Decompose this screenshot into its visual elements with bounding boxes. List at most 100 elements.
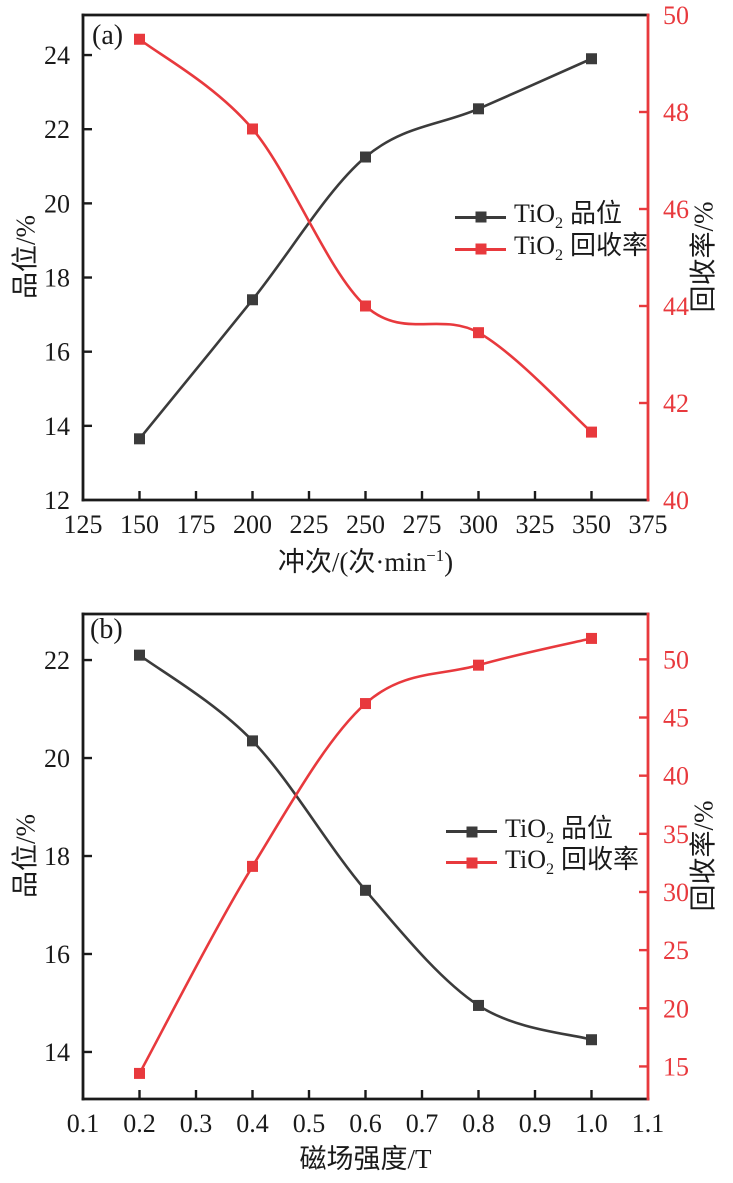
legend-formula-sub: 2 [545, 861, 555, 879]
right-tick-label: 25 [663, 936, 689, 965]
right-tick-label: 42 [663, 389, 689, 418]
data-point-grade [247, 294, 258, 306]
panel-label-b: (b) [90, 614, 123, 645]
data-point-grade [247, 735, 258, 747]
legend-label: TiO2 品位 [505, 813, 614, 848]
data-point-grade [360, 151, 371, 163]
legend-label: TiO2 回收率 [505, 844, 640, 879]
legend-series-name: 回收率 [570, 231, 649, 261]
legend-formula: TiO [514, 231, 555, 261]
right-tick-label: 15 [663, 1052, 689, 1081]
data-point-grade [134, 649, 145, 661]
square-marker-icon [466, 857, 477, 868]
legend-formula-sub: 2 [554, 215, 564, 233]
legend-label: TiO2 回收率 [514, 233, 648, 264]
legend-series-name: 品位 [561, 813, 614, 843]
legend-formula: TiO [505, 844, 546, 874]
legend-formula-sub: 2 [554, 247, 564, 265]
x-tick-label: 125 [64, 510, 103, 539]
data-point-recovery [360, 300, 371, 312]
x-tick-label: 0.3 [180, 1109, 213, 1138]
legend-line-sample [446, 857, 497, 868]
data-point-recovery [473, 659, 484, 671]
data-point-grade [586, 1034, 597, 1046]
left-tick-label: 14 [44, 1038, 70, 1067]
chart-b-legend-item-recovery: TiO2 回收率 [446, 844, 640, 879]
x-tick-label: 1.1 [632, 1109, 665, 1138]
right-tick-label: 50 [663, 645, 689, 674]
x-tick-label: 0.6 [349, 1109, 382, 1138]
x-tick-label: 0.9 [519, 1109, 552, 1138]
x-tick-label: 1.0 [575, 1109, 608, 1138]
data-point-grade [134, 433, 145, 445]
right-tick-label: 50 [663, 1, 689, 30]
x-tick-label: 300 [459, 510, 498, 539]
square-marker-icon [475, 243, 486, 255]
square-marker-icon [466, 826, 477, 837]
chart-b-legend: TiO2 品位 TiO2 回收率 [446, 813, 640, 879]
square-marker-icon [475, 211, 486, 223]
chart-a-right-axis-title: 回收率/% [688, 201, 719, 313]
data-point-recovery [247, 123, 258, 135]
legend-formula: TiO [514, 199, 555, 229]
data-point-recovery [360, 698, 371, 710]
left-tick-label: 24 [44, 41, 70, 70]
legend-formula: TiO [505, 813, 546, 843]
right-tick-label: 46 [663, 195, 689, 224]
x-tick-label: 175 [177, 510, 216, 539]
left-tick-label: 22 [44, 646, 70, 675]
right-tick-label: 44 [663, 292, 689, 321]
data-point-recovery [586, 426, 597, 438]
x-tick-label: 200 [233, 510, 272, 539]
left-tick-label: 18 [44, 842, 70, 871]
left-tick-label: 20 [44, 189, 70, 218]
left-tick-label: 12 [44, 486, 70, 515]
chart-a-x-axis-title: 冲次/(次·min−1) [83, 546, 648, 578]
data-point-grade [473, 103, 484, 115]
chart-a-plot: 125 150 175 200 225 250 275 300 325 350 3751214161… [44, 1, 689, 539]
legend-line-sample [446, 826, 497, 837]
x-tick-label: 275 [403, 510, 442, 539]
left-tick-label: 16 [44, 338, 70, 367]
chart-a-legend: TiO2 品位 TiO2 回收率 [455, 201, 648, 265]
chart-a-x-axis-title-close: ) [444, 547, 454, 577]
data-point-recovery [247, 860, 258, 872]
x-tick-label: 225 [290, 510, 329, 539]
right-tick-label: 40 [663, 486, 689, 515]
chart-a-left-axis-title: 品位/% [10, 215, 41, 299]
x-tick-label: 0.4 [236, 1109, 269, 1138]
x-tick-label: 150 [120, 510, 159, 539]
chart-b-x-axis-title-text: 磁场强度/T [299, 1144, 432, 1174]
x-tick-label: 0.7 [406, 1109, 439, 1138]
x-tick-label: 0.8 [462, 1109, 495, 1138]
chart-a-legend-item-grade: TiO2 品位 [455, 201, 648, 233]
legend-label: TiO2 品位 [514, 201, 622, 232]
x-tick-label: 250 [346, 510, 385, 539]
chart-a-x-axis-title-text: 冲次/(次·min [277, 547, 427, 577]
chart-b-legend-item-grade: TiO2 品位 [446, 813, 639, 848]
chart-b-plot: 0.1 0.2 0.3 0.4 0.5 0.6 0.7 0.8 0.9 1.0 1.1 14 16 18 2… [44, 612, 689, 1138]
left-tick-label: 14 [44, 412, 70, 441]
data-point-recovery [134, 1067, 145, 1079]
x-tick-label: 350 [572, 510, 611, 539]
data-point-recovery [586, 632, 597, 644]
data-point-grade [473, 999, 484, 1011]
legend-line-sample [455, 211, 506, 223]
series-line-grade [138, 57, 593, 440]
left-tick-label: 20 [44, 744, 70, 773]
x-tick-label: 0.5 [293, 1109, 326, 1138]
legend-series-name: 品位 [570, 199, 623, 229]
data-point-recovery [473, 327, 484, 339]
left-tick-label: 22 [44, 115, 70, 144]
x-tick-label: 375 [629, 510, 668, 539]
chart-a-x-axis-title-sup: −1 [426, 546, 445, 565]
chart-b-right-axis-title: 回收率/% [688, 800, 719, 912]
panel-label-a: (a) [92, 20, 124, 51]
series-line-recovery [138, 637, 592, 1075]
data-point-recovery [134, 33, 145, 45]
chart-b-left-axis-title: 品位/% [10, 814, 41, 898]
data-point-grade [586, 53, 597, 65]
right-tick-label: 35 [663, 820, 689, 849]
legend-formula-sub: 2 [545, 830, 555, 848]
legend-series-name: 回收率 [561, 844, 640, 874]
